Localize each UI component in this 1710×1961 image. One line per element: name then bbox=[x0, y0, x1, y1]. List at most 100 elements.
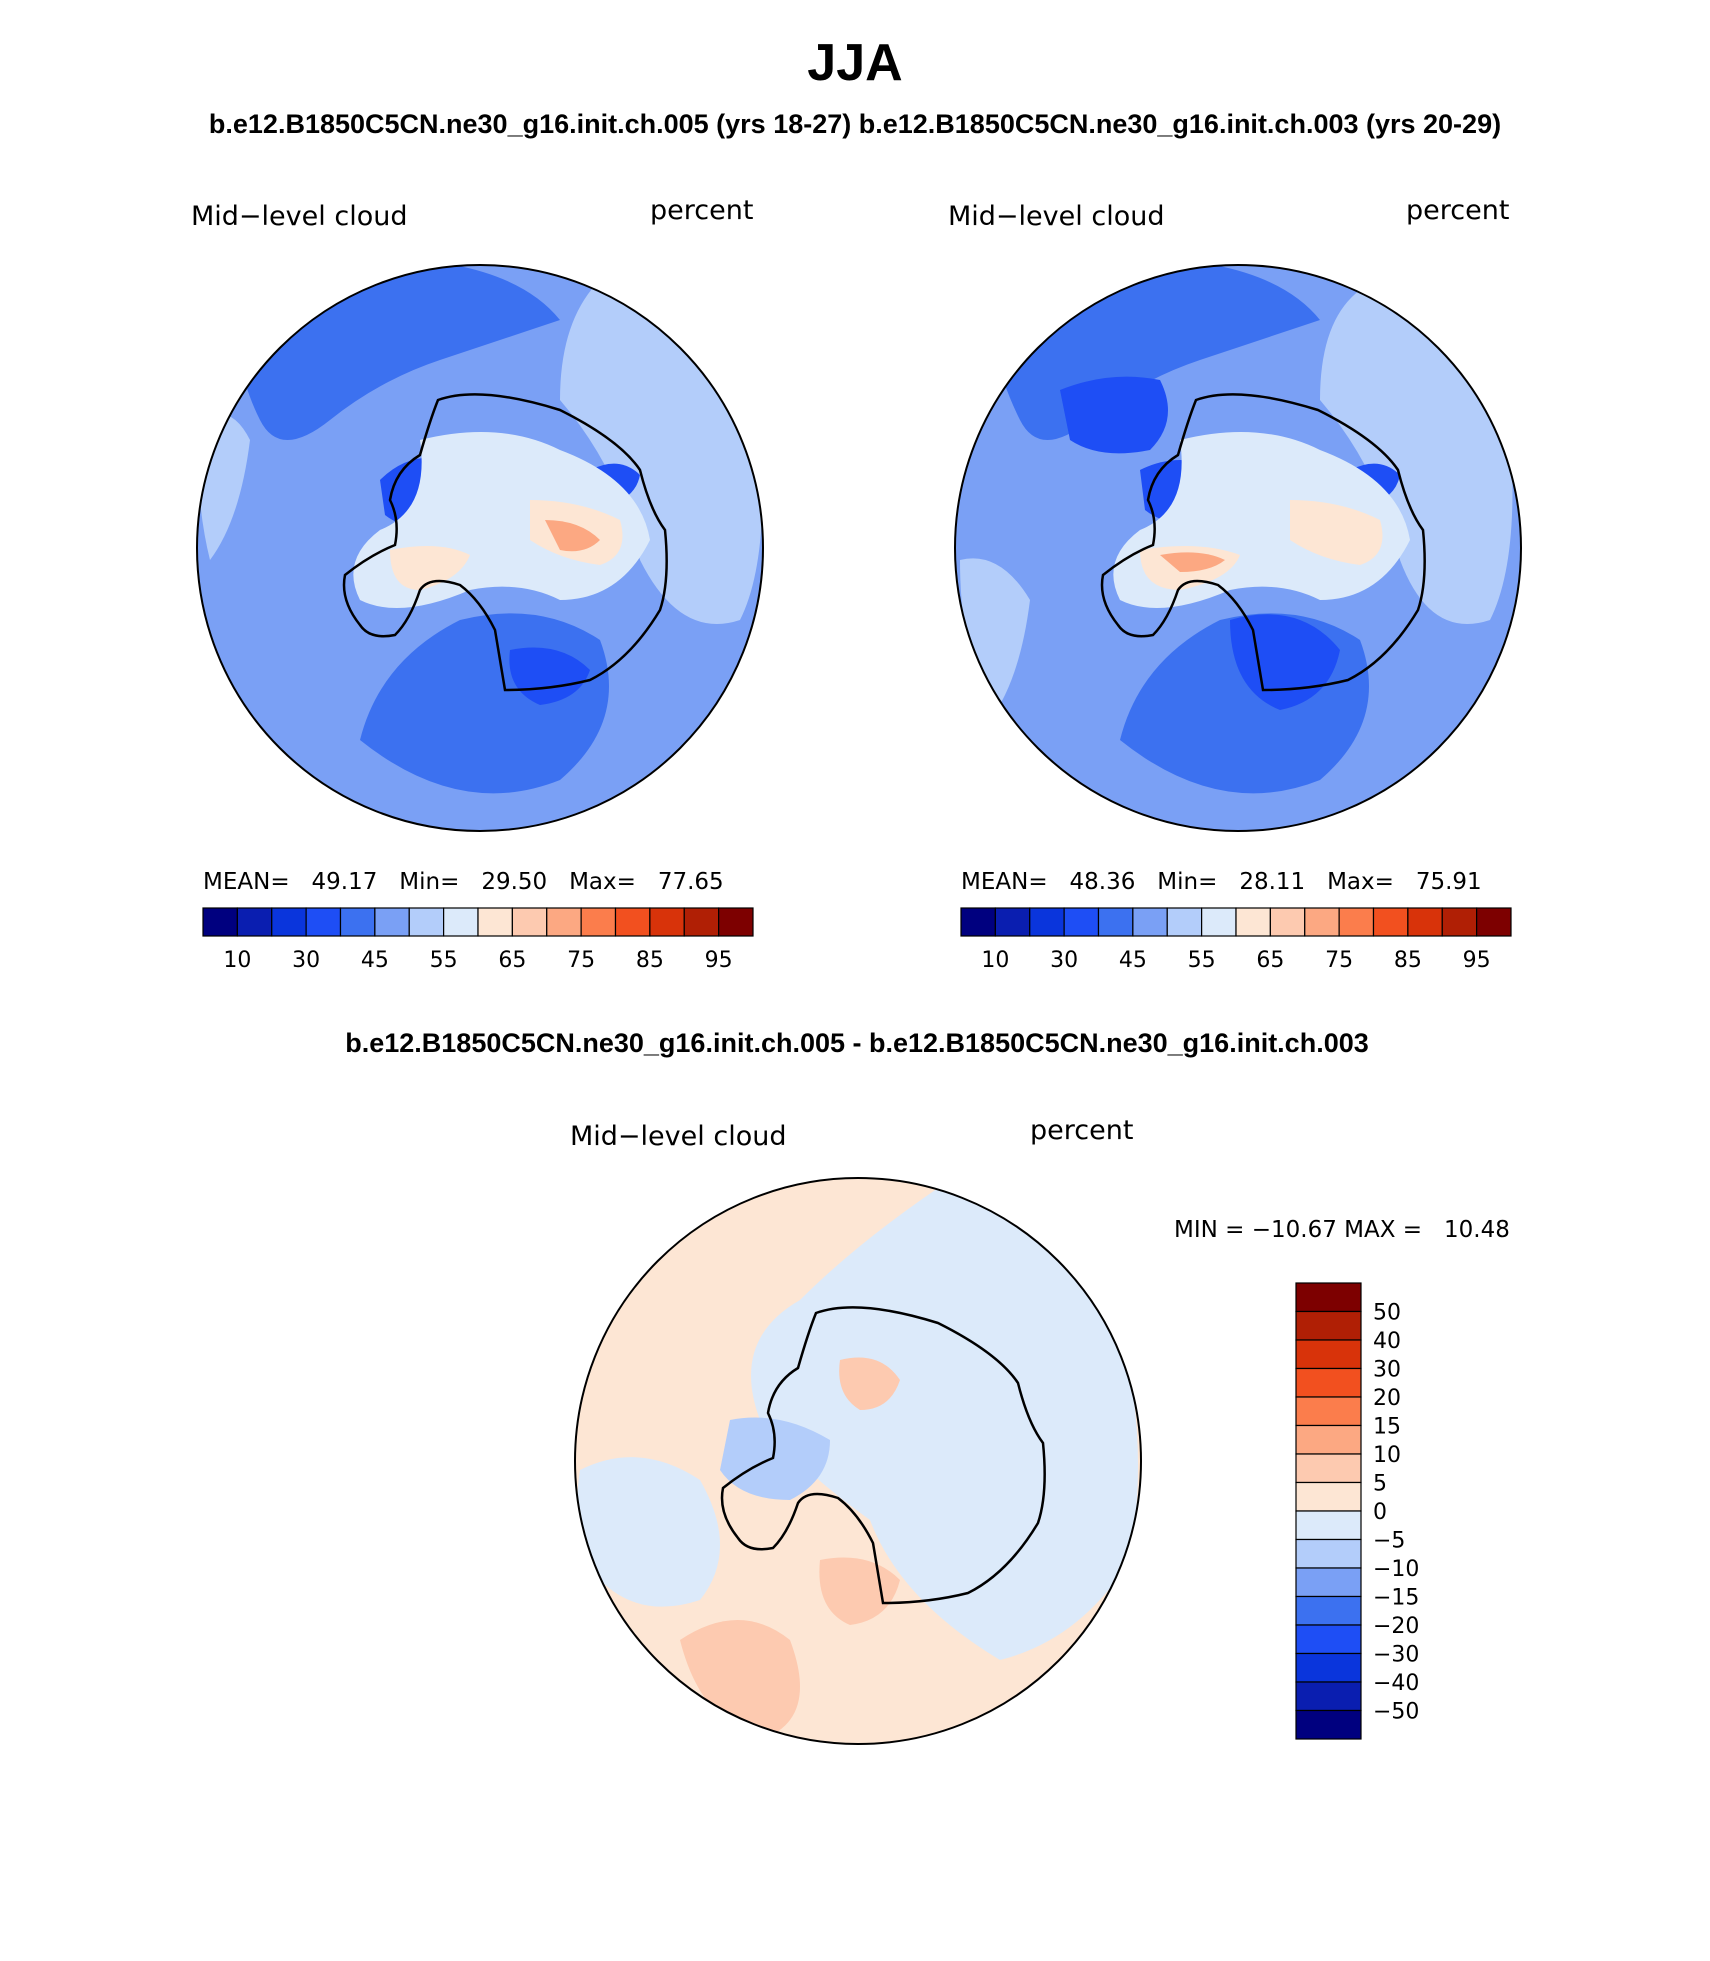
panel2-colorbar-tick: 45 bbox=[1119, 948, 1147, 973]
panel3-colorbar-swatch bbox=[1295, 1310, 1362, 1341]
panel3-colorbar-swatch bbox=[1295, 1538, 1362, 1569]
panel1-colorbar-swatch bbox=[511, 907, 548, 937]
panel3-colorbar-swatch bbox=[1295, 1339, 1362, 1370]
panel3-colorbar-tick: −15 bbox=[1373, 1586, 1419, 1611]
panel2-colorbar-swatch bbox=[1166, 907, 1203, 937]
panel1-colorbar-swatch bbox=[374, 907, 410, 937]
panel3-map-border bbox=[574, 1177, 1142, 1745]
panel2-colorbar-swatch bbox=[1476, 907, 1512, 937]
panel1-colorbar-swatch bbox=[271, 907, 307, 937]
panel2-colorbar-swatch bbox=[1407, 907, 1443, 937]
panel3-colorbar-tick: −40 bbox=[1373, 1671, 1419, 1696]
panel1-field-warm-b bbox=[390, 546, 470, 590]
panel2-stats: MEAN= 48.36 Min= 28.11 Max= 75.91 bbox=[961, 869, 1482, 895]
panel2-variable-label: Mid−level cloud bbox=[948, 201, 1164, 232]
panel-diff: Mid−level cloud percent MIN = −10.67 MAX… bbox=[570, 1115, 1510, 1745]
panel3-colorbar-tick: 40 bbox=[1373, 1329, 1401, 1354]
panel3-field-cool-center bbox=[720, 1417, 830, 1500]
panel1-colorbar-swatch bbox=[580, 907, 617, 937]
panel2-coastline bbox=[1100, 393, 1426, 692]
panel2-colorbar-swatch bbox=[1029, 907, 1065, 937]
panel2-colorbar-swatch bbox=[1304, 907, 1340, 937]
panel3-colorbar-swatch bbox=[1295, 1709, 1362, 1740]
panel3-colorbar-tick: 20 bbox=[1373, 1386, 1401, 1411]
panel-case1: Mid−level cloud percent MEAN= 49.17 Min=… bbox=[191, 195, 764, 973]
panel2-field-warm-a bbox=[1290, 500, 1383, 565]
panel2-colorbar-tick: 55 bbox=[1188, 948, 1216, 973]
panel3-stats: MIN = −10.67 MAX = 10.48 bbox=[1174, 1217, 1510, 1243]
panel3-field-warm-c bbox=[839, 1357, 900, 1410]
panel2-colorbar-tick: 95 bbox=[1463, 948, 1491, 973]
panel2-colorbar-swatch bbox=[1235, 907, 1271, 937]
panel1-colorbar-swatch bbox=[339, 907, 376, 937]
panel2-units-label: percent bbox=[1406, 195, 1509, 226]
panel2-field-peak bbox=[1160, 552, 1225, 572]
panel3-colorbar-swatch bbox=[1295, 1453, 1362, 1484]
panel3-colorbar-tick: −20 bbox=[1373, 1614, 1419, 1639]
panel3-colorbar-tick: 30 bbox=[1373, 1358, 1401, 1383]
panel3-colorbar-swatch bbox=[1295, 1396, 1362, 1427]
panel2-colorbar-swatch bbox=[1097, 907, 1134, 937]
panel3-colorbar-swatch bbox=[1295, 1652, 1362, 1683]
panel1-colorbar-tick: 30 bbox=[292, 948, 320, 973]
panel3-units-label: percent bbox=[1030, 1115, 1133, 1146]
panel3-colorbar-tick: 10 bbox=[1373, 1443, 1401, 1468]
diff-title: b.e12.B1850C5CN.ne30_g16.init.ch.005 - b… bbox=[345, 1028, 1369, 1058]
panel3-colorbar-tick: 0 bbox=[1373, 1500, 1387, 1525]
panel1-colorbar-swatch bbox=[683, 907, 720, 937]
panel3-colorbar-swatch bbox=[1295, 1510, 1362, 1541]
panel1-colorbar: 10 30 45 55 65 75 85 95 bbox=[202, 907, 754, 973]
panel1-colorbar-tick: 10 bbox=[223, 948, 251, 973]
panel3-field-warm-a bbox=[680, 1620, 800, 1740]
panel3-variable-label: Mid−level cloud bbox=[570, 1121, 786, 1152]
panel2-colorbar-tick: 30 bbox=[1050, 948, 1078, 973]
panel3-colorbar-tick: −50 bbox=[1373, 1700, 1419, 1725]
panel2-colorbar-tick: 10 bbox=[981, 948, 1009, 973]
panel3-colorbar-swatch bbox=[1295, 1681, 1362, 1712]
main-title: JJA bbox=[807, 34, 902, 92]
panel1-variable-label: Mid−level cloud bbox=[191, 201, 407, 232]
panel2-colorbar-tick: 85 bbox=[1394, 948, 1422, 973]
panel2-colorbar-swatch bbox=[1441, 907, 1478, 937]
panel1-colorbar-swatch bbox=[718, 907, 754, 937]
panel3-colorbar-swatch bbox=[1295, 1567, 1362, 1598]
panel1-map bbox=[197, 265, 763, 831]
panel1-colorbar-swatch bbox=[546, 907, 582, 937]
panel2-colorbar-swatch bbox=[960, 907, 996, 937]
panel2-field-dark-n bbox=[1060, 376, 1168, 454]
panel3-colorbar-tick: −10 bbox=[1373, 1557, 1419, 1582]
panel1-colorbar-tick: 75 bbox=[567, 948, 595, 973]
panel1-colorbar-tick: 65 bbox=[498, 948, 526, 973]
panel2-map-border bbox=[954, 264, 1522, 832]
panel3-colorbar-swatch bbox=[1295, 1481, 1362, 1512]
panel3-colorbar-tick: 50 bbox=[1373, 1301, 1401, 1326]
panel-case2: Mid−level cloud percent MEAN= 48.36 Min=… bbox=[948, 195, 1522, 973]
panel3-colorbar-swatch bbox=[1295, 1424, 1362, 1455]
panel1-colorbar-tick: 85 bbox=[636, 948, 664, 973]
panel3-colorbar-swatch bbox=[1295, 1367, 1362, 1398]
panel2-colorbar-swatch bbox=[1338, 907, 1375, 937]
panel2-colorbar-tick: 65 bbox=[1256, 948, 1284, 973]
panel2-colorbar-swatch bbox=[1201, 907, 1237, 937]
panel3-colorbar-swatch bbox=[1295, 1282, 1362, 1313]
panel2-colorbar-swatch bbox=[1269, 907, 1306, 937]
panel1-stats: MEAN= 49.17 Min= 29.50 Max= 77.65 bbox=[203, 869, 724, 895]
subtitle: b.e12.B1850C5CN.ne30_g16.init.ch.005 (yr… bbox=[209, 109, 1501, 139]
panel3-map bbox=[575, 1178, 1141, 1744]
panel3-field-cool-west bbox=[577, 1457, 720, 1607]
panel3-colorbar-swatch bbox=[1295, 1595, 1362, 1626]
panel1-colorbar-tick: 45 bbox=[361, 948, 389, 973]
panel1-colorbar-tick: 95 bbox=[705, 948, 733, 973]
panel3-field-warm-b bbox=[819, 1557, 900, 1625]
panel2-colorbar-tick: 75 bbox=[1325, 948, 1353, 973]
panel1-colorbar-swatch bbox=[202, 907, 238, 937]
panel1-colorbar-swatch bbox=[614, 907, 651, 937]
panel1-colorbar-tick: 55 bbox=[430, 948, 458, 973]
panel1-colorbar-swatch bbox=[236, 907, 273, 937]
panel3-field-cool-east bbox=[751, 1180, 1138, 1660]
panel1-colorbar-swatch bbox=[443, 907, 479, 937]
panel2-colorbar-swatch bbox=[994, 907, 1031, 937]
panel1-colorbar-swatch bbox=[477, 907, 513, 937]
